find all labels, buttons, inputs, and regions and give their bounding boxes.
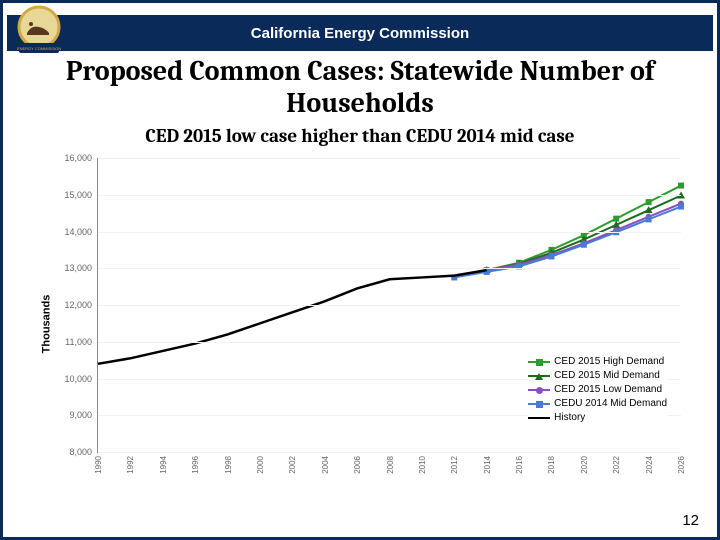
page-number: 12 [682, 512, 699, 529]
ytick-label: 8,000 [69, 447, 92, 457]
slide: ENERGY COMMISSION California Energy Comm… [0, 0, 720, 540]
grid-line [98, 232, 681, 233]
series-marker [581, 242, 587, 248]
slide-subtitle: CED 2015 low case higher than CEDU 2014 … [3, 125, 717, 147]
legend-swatch [528, 385, 550, 395]
xtick-label: 2002 [288, 456, 297, 474]
ytick-label: 14,000 [64, 227, 92, 237]
xtick-label: 2004 [321, 456, 330, 474]
series-marker [646, 216, 652, 222]
header-org-name: California Energy Commission [251, 25, 469, 42]
ytick-label: 16,000 [64, 153, 92, 163]
header-bar: California Energy Commission [7, 15, 713, 51]
slide-title: Proposed Common Cases: Statewide Number … [3, 55, 717, 119]
series-line [98, 270, 487, 364]
xtick-label: 2008 [386, 456, 395, 474]
xtick-label: 2026 [677, 456, 686, 474]
chart-area: Thousands 8,0009,00010,00011,00012,00013… [53, 158, 687, 489]
ytick-label: 10,000 [64, 374, 92, 384]
legend-item: CEDU 2014 Mid Demand [528, 397, 667, 411]
xtick-label: 2020 [580, 456, 589, 474]
legend-item: CED 2015 Mid Demand [528, 369, 667, 383]
legend-swatch [528, 413, 550, 423]
legend-swatch [528, 371, 550, 381]
xtick-label: 2012 [450, 456, 459, 474]
cec-logo: ENERGY COMMISSION [13, 5, 65, 57]
grid-line [98, 268, 681, 269]
legend-item: CED 2015 High Demand [528, 355, 667, 369]
ytick-label: 9,000 [69, 410, 92, 420]
series-marker [548, 253, 554, 259]
series-marker [678, 204, 684, 210]
series-line [487, 186, 681, 271]
xtick-label: 1990 [94, 456, 103, 474]
legend-label: CED 2015 High Demand [554, 355, 664, 369]
ytick-label: 13,000 [64, 263, 92, 273]
ytick-label: 11,000 [65, 337, 92, 347]
grid-line [98, 305, 681, 306]
y-axis-label: Thousands [40, 294, 52, 353]
xtick-label: 2010 [418, 456, 427, 474]
grid-line [98, 452, 681, 453]
svg-text:ENERGY COMMISSION: ENERGY COMMISSION [17, 46, 61, 51]
legend-item: History [528, 411, 667, 425]
xtick-label: 1998 [224, 456, 233, 474]
xtick-label: 1992 [126, 456, 135, 474]
series-marker [613, 216, 619, 222]
legend-swatch [528, 357, 550, 367]
xtick-label: 2016 [515, 456, 524, 474]
legend-swatch [528, 399, 550, 409]
grid-line [98, 158, 681, 159]
legend-label: CEDU 2014 Mid Demand [554, 397, 667, 411]
xtick-label: 2022 [612, 456, 621, 474]
legend-label: CED 2015 Mid Demand [554, 369, 660, 383]
xtick-label: 2006 [353, 456, 362, 474]
grid-line [98, 195, 681, 196]
xtick-label: 1996 [191, 456, 200, 474]
xtick-label: 2018 [547, 456, 556, 474]
grid-line [98, 342, 681, 343]
series-marker [646, 199, 652, 205]
series-marker [678, 183, 684, 189]
legend-label: History [554, 411, 585, 425]
ytick-label: 12,000 [64, 300, 92, 310]
legend: CED 2015 High DemandCED 2015 Mid DemandC… [528, 355, 667, 425]
xtick-label: 1994 [159, 456, 168, 474]
legend-label: CED 2015 Low Demand [554, 383, 662, 397]
ytick-label: 15,000 [64, 190, 92, 200]
legend-item: CED 2015 Low Demand [528, 383, 667, 397]
xtick-label: 2000 [256, 456, 265, 474]
xtick-label: 2014 [483, 456, 492, 474]
xtick-label: 2024 [645, 456, 654, 474]
